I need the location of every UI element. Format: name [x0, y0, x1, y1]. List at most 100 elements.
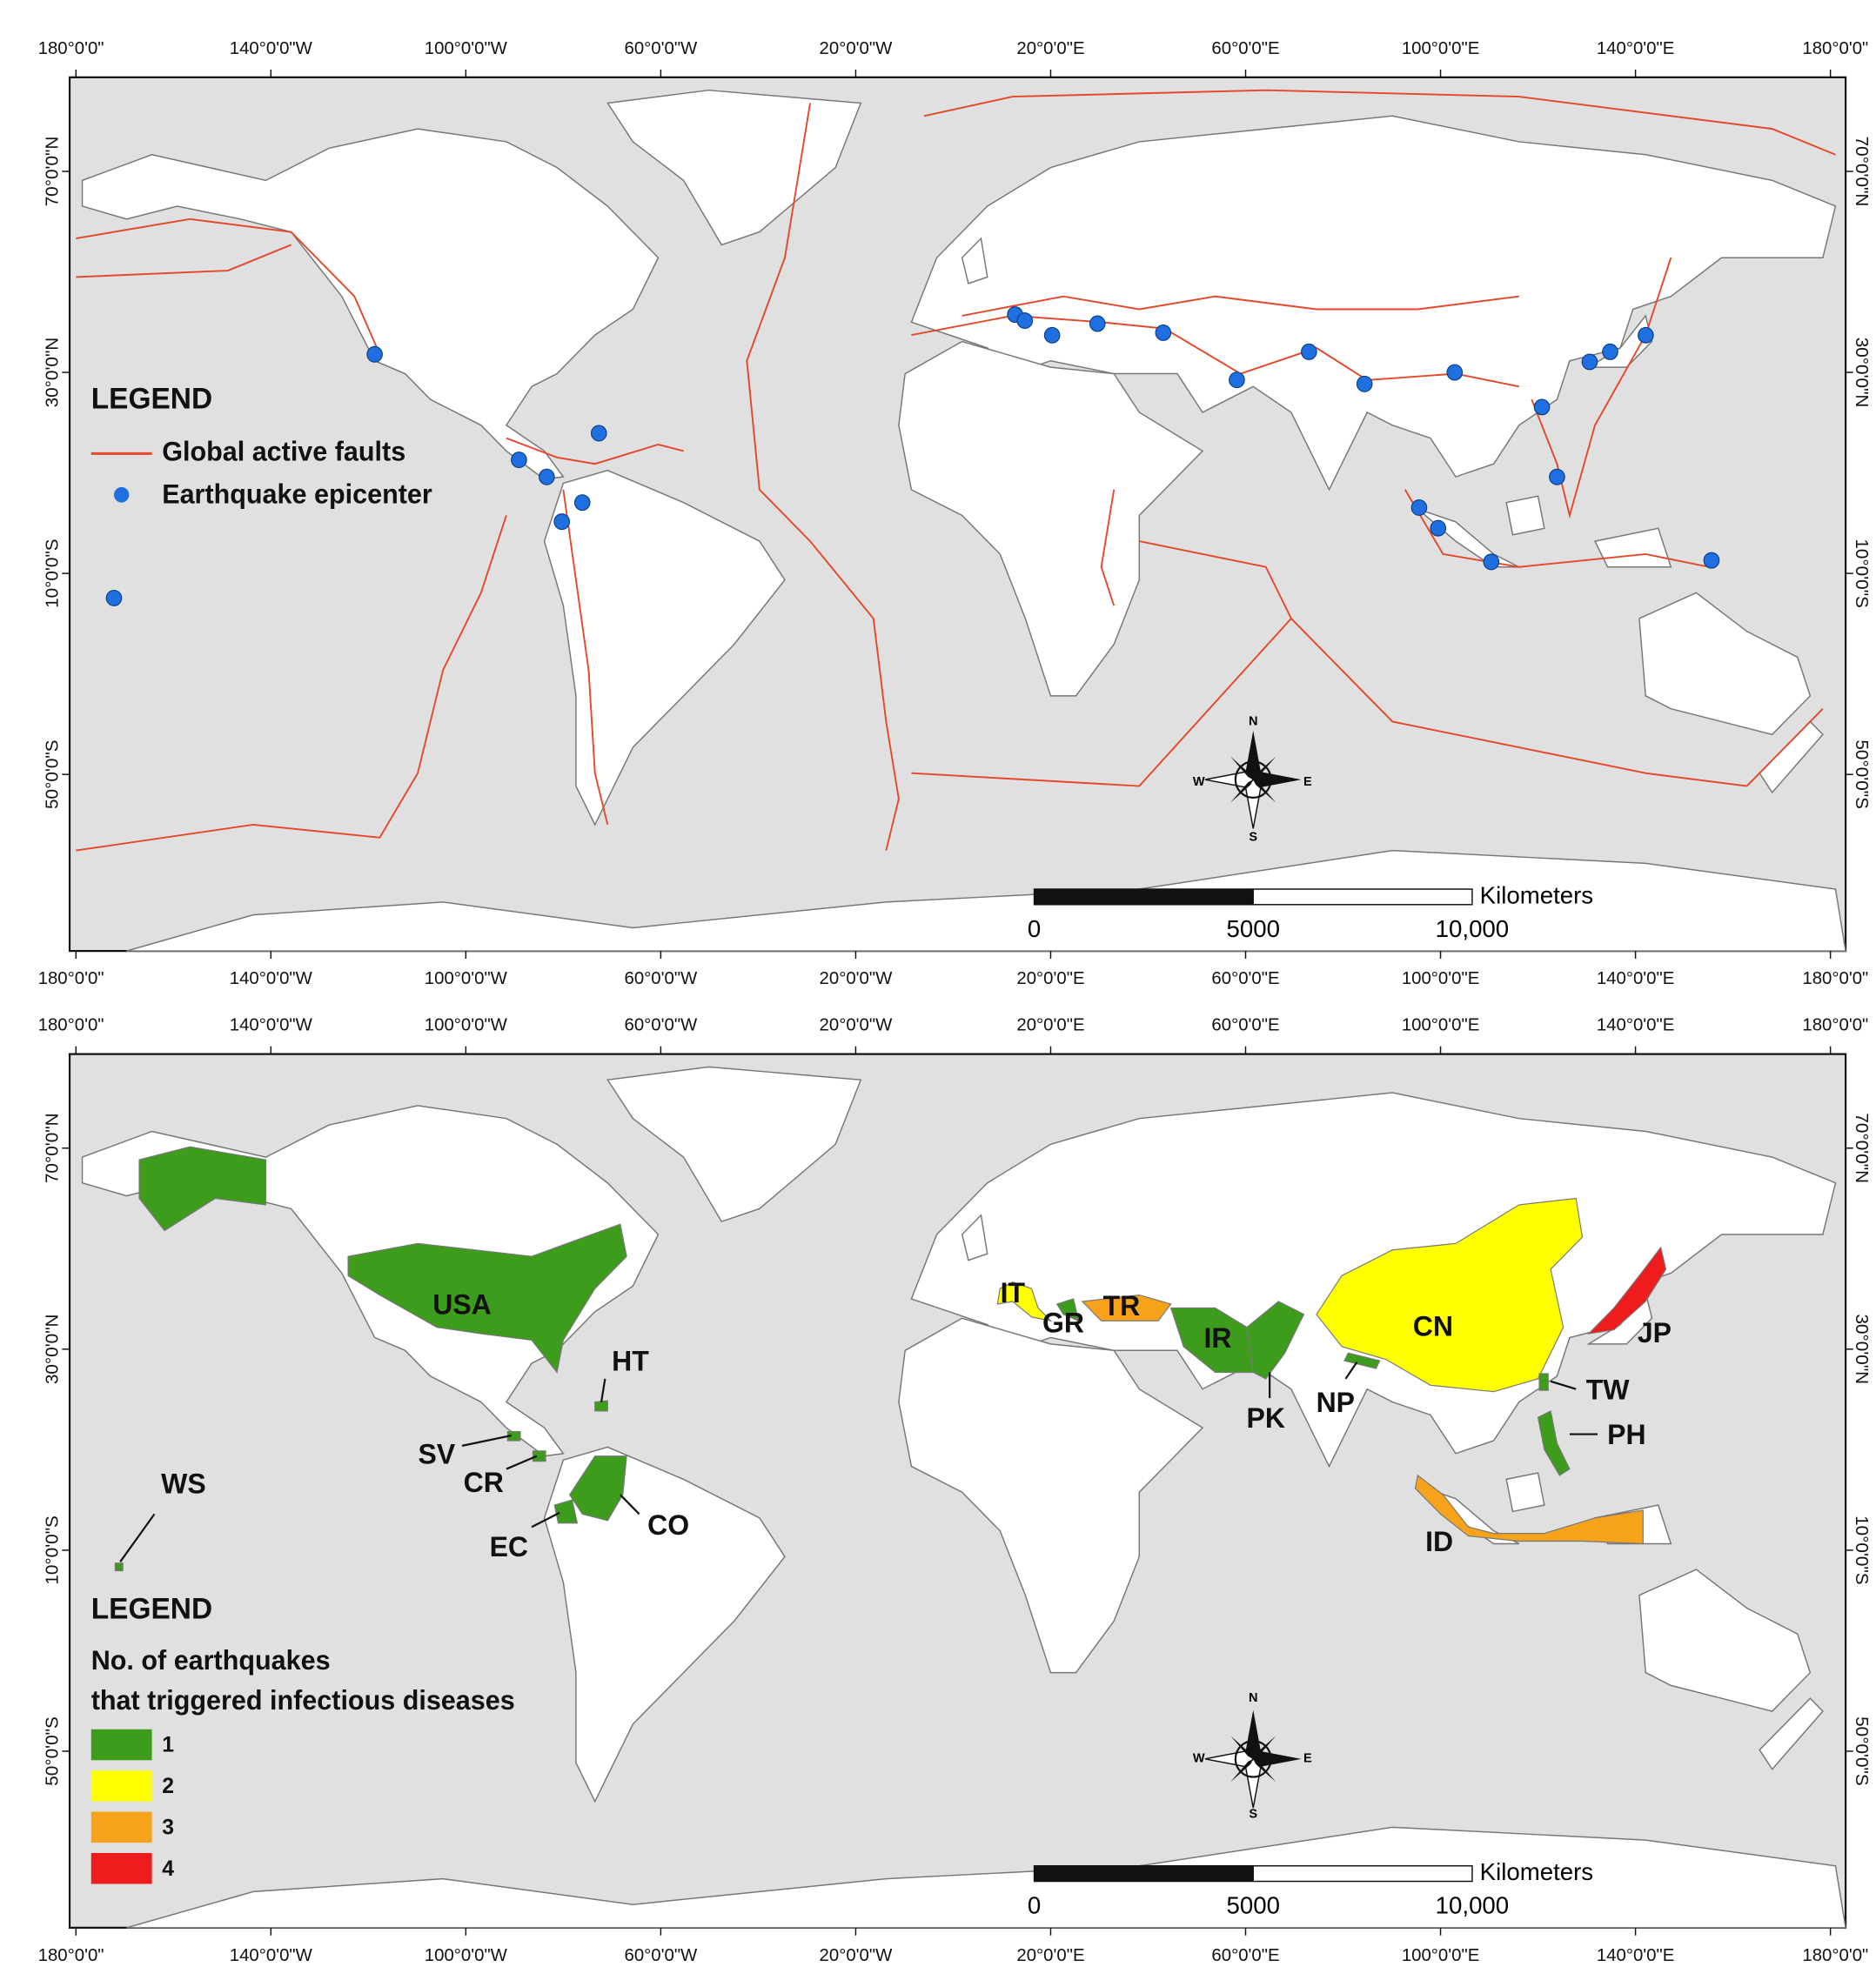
lon-tick-label: 100°0'0"W: [425, 1014, 508, 1034]
lat-tick-label: 10°0'0"S: [43, 539, 63, 608]
lon-tick-label: 100°0'0"W: [425, 38, 508, 58]
scale-label: 5000: [1227, 915, 1280, 942]
lon-tick-label: 140°0'0"W: [230, 968, 313, 988]
legend-label: Global active faults: [162, 436, 405, 466]
scale-unit: Kilometers: [1480, 1858, 1593, 1885]
compass-label: E: [1303, 775, 1312, 789]
scale-label: 0: [1028, 915, 1041, 942]
scale-segment: [1252, 888, 1473, 906]
epicenter: [1410, 498, 1428, 516]
lat-tick-label: 70°0'0"N: [43, 1113, 63, 1183]
compass-label: N: [1249, 1691, 1258, 1705]
country-label: WS: [161, 1468, 206, 1499]
epicenter: [105, 589, 123, 606]
legend-subtitle: No. of earthquakes: [91, 1645, 331, 1676]
lon-tick-label: 180°0'0": [38, 1945, 104, 1965]
country-label: CR: [464, 1467, 504, 1498]
lon-tick-label: 180°0'0": [38, 38, 104, 58]
scale-label: 5000: [1227, 1891, 1280, 1918]
country-label: USA: [432, 1288, 492, 1320]
lon-tick-label: 20°0'0"E: [1016, 968, 1084, 988]
legend-label: 2: [162, 1774, 174, 1798]
scale-segment: [1033, 888, 1254, 906]
epicenter: [366, 345, 383, 363]
lon-tick-label: 20°0'0"E: [1016, 1014, 1084, 1034]
leader-lines: [119, 1361, 1598, 1562]
scale-segment: [1033, 1865, 1254, 1883]
country-label: GR: [1042, 1307, 1084, 1338]
lon-tick-label: 20°0'0"W: [820, 968, 893, 988]
scale-label: 10,000: [1436, 915, 1509, 942]
epicenter: [1483, 553, 1500, 571]
compass-label: S: [1249, 831, 1257, 845]
country: [1538, 1373, 1549, 1391]
legend-label: 1: [162, 1732, 174, 1756]
lat-tick-label: 50°0'0"S: [43, 1716, 63, 1786]
legend-label: Earthquake epicenter: [162, 478, 432, 509]
legend-title: LEGEND: [91, 382, 212, 415]
epicenter: [1430, 519, 1447, 537]
epicenter: [1549, 468, 1565, 485]
country-label: TR: [1103, 1290, 1141, 1321]
lon-tick-label: 180°0'0": [1802, 968, 1868, 988]
country: [553, 1499, 579, 1524]
countries: [114, 1146, 1667, 1572]
scale-segment: [1252, 1865, 1473, 1883]
epicenter: [1089, 315, 1106, 332]
epicenter: [1301, 343, 1317, 360]
country: [1537, 1410, 1571, 1476]
lat-tick-label: 50°0'0"S: [1852, 739, 1872, 809]
epicenter: [1016, 312, 1034, 330]
legend-subtitle: that triggered infectious diseases: [91, 1685, 515, 1716]
country-label: IT: [1001, 1277, 1026, 1308]
compass-label: S: [1249, 1807, 1257, 1821]
legend-swatch: [90, 1770, 152, 1802]
epicenter: [1638, 326, 1654, 344]
legend-title: LEGEND: [91, 1592, 212, 1625]
legend-swatch: [90, 1811, 152, 1843]
lon-tick-label: 180°0'0": [1802, 1014, 1868, 1034]
lon-tick-label: 60°0'0"E: [1211, 968, 1279, 988]
country: [1081, 1294, 1172, 1321]
lon-tick-label: 60°0'0"W: [625, 1945, 698, 1965]
legend-swatch: [90, 1852, 152, 1884]
epicenter: [590, 425, 607, 442]
lon-tick-label: 140°0'0"W: [230, 38, 313, 58]
epicenter: [1581, 353, 1598, 371]
lat-tick-label: 30°0'0"N: [43, 1314, 63, 1384]
country: [506, 1431, 521, 1442]
country: [996, 1281, 1053, 1322]
lon-tick-label: 180°0'0": [38, 968, 104, 988]
lat-tick-label: 30°0'0"N: [1852, 1314, 1872, 1384]
lat-tick-label: 50°0'0"S: [1852, 1716, 1872, 1786]
lon-tick-label: 140°0'0"E: [1597, 968, 1674, 988]
epicenter: [573, 494, 591, 512]
lon-tick-label: 100°0'0"W: [425, 1945, 508, 1965]
scale-label: 0: [1028, 1891, 1041, 1918]
country: [1055, 1298, 1080, 1322]
lon-tick-label: 60°0'0"W: [625, 968, 698, 988]
lon-tick-label: 20°0'0"E: [1016, 1945, 1084, 1965]
scale-label: 10,000: [1436, 1891, 1509, 1918]
lat-tick-label: 70°0'0"N: [43, 137, 63, 207]
epicenter: [1356, 375, 1373, 392]
compass-label: N: [1249, 714, 1258, 728]
faults-map: LEGEND Global active faults Earthquake epi…: [68, 76, 1847, 953]
lon-tick-label: 180°0'0": [1802, 1945, 1868, 1965]
lon-tick-label: 60°0'0"E: [1211, 1945, 1279, 1965]
lon-tick-label: 140°0'0"W: [230, 1945, 313, 1965]
country: [1316, 1197, 1584, 1393]
country-label: JP: [1638, 1317, 1672, 1348]
lat-tick-label: 50°0'0"S: [43, 739, 63, 809]
lon-tick-label: 180°0'0": [1802, 38, 1868, 58]
country-label: SV: [419, 1438, 456, 1469]
country: [1587, 1246, 1667, 1335]
country-label: EC: [490, 1531, 528, 1562]
lon-tick-label: 100°0'0"E: [1402, 38, 1479, 58]
compass-label: W: [1193, 775, 1205, 789]
lat-tick-label: 30°0'0"N: [43, 338, 63, 408]
compass-label: W: [1193, 1752, 1205, 1766]
lat-tick-label: 30°0'0"N: [1852, 338, 1872, 408]
lat-tick-label: 10°0'0"S: [1852, 539, 1872, 608]
